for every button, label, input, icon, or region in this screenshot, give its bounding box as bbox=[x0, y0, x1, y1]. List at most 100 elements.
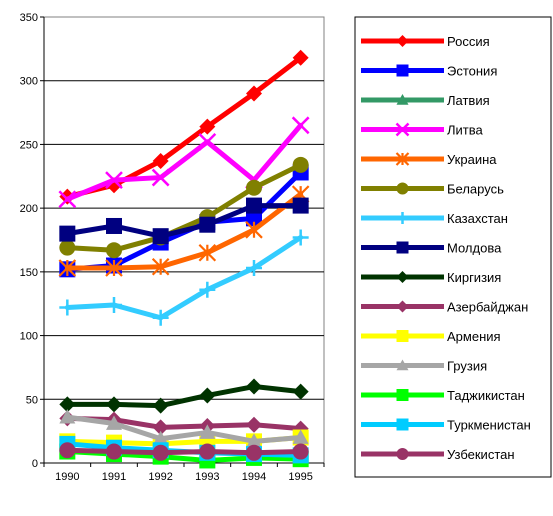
y-tick-label: 350 bbox=[20, 12, 38, 24]
data-point bbox=[246, 260, 262, 277]
series-12 bbox=[59, 409, 309, 448]
data-point bbox=[59, 239, 76, 256]
legend-label: Киргизия bbox=[447, 270, 501, 285]
x-tick-label: 1990 bbox=[55, 471, 79, 483]
plot-area bbox=[43, 16, 325, 464]
series-15 bbox=[59, 442, 309, 461]
data-point bbox=[292, 197, 309, 214]
data-point bbox=[105, 259, 123, 277]
data-point bbox=[106, 217, 122, 234]
legend-item: Латвия bbox=[361, 93, 490, 108]
series-layer bbox=[58, 49, 310, 469]
series-5 bbox=[58, 185, 310, 277]
data-point bbox=[246, 85, 262, 102]
series-7 bbox=[59, 229, 309, 326]
data-point bbox=[106, 443, 122, 460]
data-point bbox=[246, 416, 262, 433]
x-tick-label: 1992 bbox=[148, 471, 172, 483]
legend-item: Узбекистан bbox=[361, 447, 515, 462]
series-6 bbox=[59, 156, 309, 259]
data-point bbox=[292, 383, 309, 400]
data-point bbox=[245, 221, 263, 239]
legend-swatch-marker bbox=[396, 241, 409, 254]
legend-label: Узбекистан bbox=[447, 447, 515, 462]
series-4 bbox=[58, 116, 310, 209]
legend-label: Украина bbox=[447, 152, 497, 167]
legend-label: Таджикистан bbox=[447, 388, 525, 403]
data-point bbox=[59, 442, 76, 459]
legend-item: Киргизия bbox=[361, 270, 501, 285]
legend-swatch-marker bbox=[396, 448, 409, 460]
x-tick-label: 1993 bbox=[195, 471, 219, 483]
series-line bbox=[64, 447, 304, 456]
series-line bbox=[64, 122, 304, 202]
x-tick-label: 1991 bbox=[102, 471, 126, 483]
legend-item: Украина bbox=[361, 152, 497, 167]
legend-swatch-marker bbox=[396, 418, 409, 431]
data-point bbox=[59, 409, 76, 424]
legend-swatch-marker bbox=[396, 300, 409, 313]
legend-item: Беларусь bbox=[361, 182, 504, 197]
y-tick-label: 0 bbox=[32, 458, 38, 470]
series-line bbox=[64, 191, 304, 271]
data-point bbox=[59, 225, 76, 242]
legend-swatch-marker bbox=[396, 330, 409, 342]
y-tick-label: 200 bbox=[20, 203, 38, 215]
legend-label: Литва bbox=[447, 123, 484, 138]
x-axis: 1990 1991 1992 1993 1994 1995 bbox=[43, 462, 325, 483]
data-point bbox=[151, 257, 170, 276]
series-8 bbox=[59, 197, 309, 245]
data-point bbox=[291, 116, 310, 135]
data-point bbox=[199, 424, 216, 439]
y-axis: 0 50 100 150 200 250 300 350 bbox=[20, 12, 45, 470]
data-point bbox=[246, 444, 262, 461]
legend-label: Азербайджан bbox=[447, 300, 528, 315]
data-point bbox=[152, 430, 169, 446]
data-point bbox=[58, 259, 77, 277]
data-point bbox=[59, 299, 76, 316]
legend-swatch-marker bbox=[396, 359, 409, 371]
y-tick-label: 300 bbox=[20, 76, 38, 88]
series-line bbox=[64, 414, 304, 444]
data-point bbox=[199, 387, 216, 404]
legend-swatch-marker bbox=[396, 64, 409, 77]
x-tick-label: 1995 bbox=[288, 471, 312, 483]
legend-label: Казахстан bbox=[447, 211, 508, 226]
legend-swatch-marker bbox=[396, 182, 409, 195]
legend-swatch-marker bbox=[396, 389, 409, 401]
legend-swatch-marker bbox=[395, 152, 410, 166]
legend-item: Казахстан bbox=[361, 211, 508, 226]
legend-label: Россия bbox=[447, 34, 490, 49]
series-9 bbox=[59, 378, 309, 414]
data-point bbox=[246, 210, 262, 227]
legend-item: Таджикистан bbox=[361, 388, 525, 403]
x-tick-label: 1994 bbox=[242, 471, 266, 483]
legend-item: Молдова bbox=[361, 241, 502, 256]
data-point bbox=[152, 152, 169, 169]
legend-label: Беларусь bbox=[447, 182, 504, 197]
legend-item: Эстония bbox=[361, 64, 497, 79]
data-point bbox=[58, 190, 77, 209]
legend-label: Эстония bbox=[447, 64, 497, 79]
legend-label: Армения bbox=[447, 329, 501, 344]
data-point bbox=[152, 228, 169, 245]
data-point bbox=[106, 242, 122, 259]
data-point bbox=[246, 179, 262, 196]
data-point bbox=[246, 197, 262, 214]
legend-item: Азербайджан bbox=[361, 300, 528, 315]
data-point bbox=[106, 415, 122, 430]
data-point bbox=[292, 429, 309, 444]
data-point bbox=[246, 433, 262, 448]
legend: Россия Эстония Латвия Литва Украина Беларусь К… bbox=[361, 34, 531, 462]
legend-item: Армения bbox=[361, 329, 501, 344]
data-point bbox=[152, 444, 169, 461]
data-point bbox=[152, 419, 169, 436]
data-point bbox=[198, 132, 217, 151]
legend-swatch-marker bbox=[396, 212, 409, 224]
y-tick-label: 150 bbox=[20, 267, 38, 279]
data-point bbox=[105, 171, 123, 189]
legend-label: Грузия bbox=[447, 359, 487, 374]
data-point bbox=[199, 443, 216, 460]
legend-item: Туркменистан bbox=[361, 418, 531, 433]
legend-swatch-marker bbox=[395, 122, 410, 137]
